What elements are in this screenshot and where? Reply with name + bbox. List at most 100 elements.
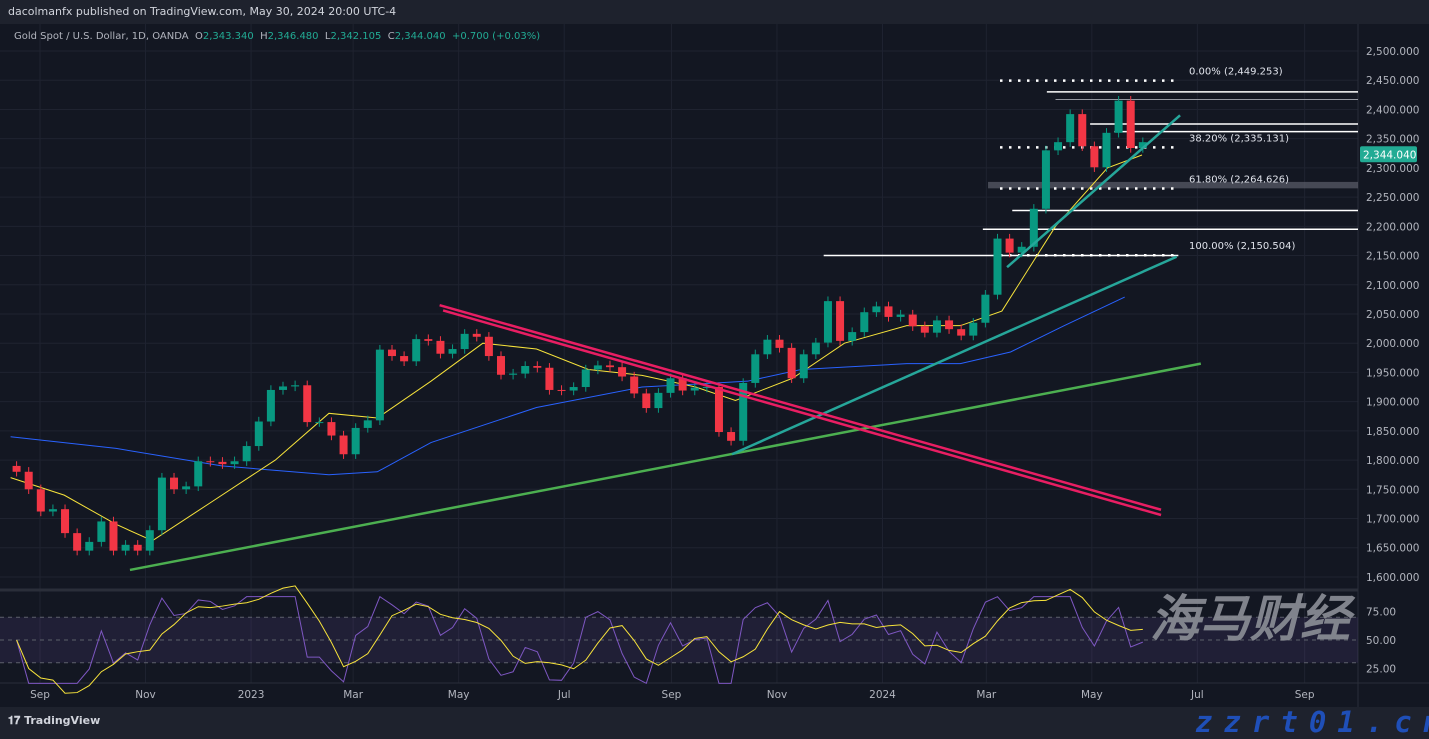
candle-body xyxy=(981,294,990,323)
candle-body xyxy=(787,347,796,379)
candle-body xyxy=(460,333,469,350)
fib-level-label: 0.00% (2,449.253) xyxy=(1189,67,1283,78)
time-tick-label: Mar xyxy=(976,689,996,701)
trendline xyxy=(1006,114,1181,269)
time-tick-label: Sep xyxy=(30,689,50,701)
price-tick-label: 2,300.000 xyxy=(1366,163,1419,175)
candle-body xyxy=(436,340,445,354)
price-tick-label: 2,400.000 xyxy=(1366,104,1419,116)
candle-body xyxy=(279,386,288,390)
candle-body xyxy=(291,385,300,387)
candle-body xyxy=(714,387,723,433)
candle-body xyxy=(85,541,94,551)
time-tick-label: May xyxy=(448,689,470,701)
candle-body xyxy=(605,365,614,368)
price-tick-label: 1,800.000 xyxy=(1366,455,1419,467)
price-tick-label: 2,250.000 xyxy=(1366,192,1419,204)
open-value: 2,343.340 xyxy=(202,31,254,42)
price-tick-label: 1,600.000 xyxy=(1366,572,1419,584)
close-label: C xyxy=(387,31,395,42)
price-tick-label: 2,150.000 xyxy=(1366,251,1419,263)
low-label: L xyxy=(324,31,331,42)
fib-level-label: 100.00% (2,150.504) xyxy=(1189,241,1295,252)
candle-body xyxy=(375,349,384,421)
publish-bar: dacolmanfx published on TradingView.com,… xyxy=(0,0,1429,24)
candle-body xyxy=(1126,100,1135,149)
candle-body xyxy=(12,465,21,472)
rsi-ma-line xyxy=(16,585,1143,694)
candle-body xyxy=(182,486,191,490)
trendline xyxy=(731,255,1178,456)
candle-body xyxy=(254,421,263,447)
price-tick-label: 2,500.000 xyxy=(1366,46,1419,58)
price-tick-label: 1,650.000 xyxy=(1366,543,1419,555)
candle-body xyxy=(509,373,518,375)
support-zone xyxy=(988,181,1358,189)
candle-body xyxy=(630,376,639,394)
candle-body xyxy=(424,339,433,341)
price-tick-label: 2,200.000 xyxy=(1366,221,1419,233)
candle-body xyxy=(860,312,869,333)
high-label: H xyxy=(260,31,268,42)
candle-body xyxy=(157,477,166,531)
price-tick-label: 1,900.000 xyxy=(1366,397,1419,409)
candle-body xyxy=(896,314,905,317)
price-tick-label: 1,950.000 xyxy=(1366,367,1419,379)
candle-body xyxy=(957,329,966,336)
high-value: 2,346.480 xyxy=(267,31,319,42)
candle-body xyxy=(97,521,106,542)
publish-info: dacolmanfx published on TradingView.com,… xyxy=(8,5,397,18)
candle-body xyxy=(811,342,820,355)
candle-body xyxy=(73,533,82,551)
time-tick-label: Sep xyxy=(662,689,682,701)
close-value: 2,344.040 xyxy=(394,31,446,42)
candle-body xyxy=(799,354,808,379)
candle-body xyxy=(666,378,675,393)
candle-body xyxy=(24,471,33,490)
candle-body xyxy=(218,461,227,465)
time-tick-label: Jul xyxy=(557,689,571,701)
time-tick-label: 2023 xyxy=(238,689,265,701)
candle-body xyxy=(969,322,978,336)
symbol-name: Gold Spot / U.S. Dollar, 1D, OANDA xyxy=(14,31,189,42)
candle-body xyxy=(702,387,711,389)
candle-body xyxy=(775,339,784,348)
candle-body xyxy=(36,489,45,512)
candle-body xyxy=(1078,114,1087,147)
candle-body xyxy=(145,530,154,551)
time-tick-label: Nov xyxy=(767,689,788,701)
candle-body xyxy=(993,238,1002,295)
tv-logo-icon: 𝟏𝟕 xyxy=(8,714,25,727)
candle-body xyxy=(836,301,845,341)
last-price-label: 2,344.040 xyxy=(1363,149,1416,161)
candle-body xyxy=(61,509,70,534)
price-tick-label: 2,350.000 xyxy=(1366,134,1419,146)
candle-body xyxy=(678,378,687,391)
symbol-legend: Gold Spot / U.S. Dollar, 1D, OANDA O2,34… xyxy=(14,31,540,42)
time-tick-label: Sep xyxy=(1295,689,1315,701)
open-label: O xyxy=(194,31,203,42)
candle-body xyxy=(206,461,215,463)
candle-body xyxy=(581,369,590,388)
watermark-cn: 海马财经 xyxy=(1150,590,1350,648)
candle-body xyxy=(448,349,457,354)
candle-body xyxy=(932,320,941,333)
time-tick-label: Jul xyxy=(1190,689,1204,701)
candle-body xyxy=(920,326,929,333)
price-tick-label: 2,000.000 xyxy=(1366,338,1419,350)
candle-body xyxy=(48,509,57,512)
price-tick-label: 2,050.000 xyxy=(1366,309,1419,321)
candle-body xyxy=(569,387,578,391)
tradingview-logo[interactable]: 𝟏𝟕 TradingView xyxy=(8,714,100,728)
candle-body xyxy=(545,367,554,390)
candle-body xyxy=(230,461,239,465)
candle-body xyxy=(618,367,627,377)
candle-body xyxy=(727,432,736,441)
candle-body xyxy=(751,354,760,383)
change-value: +0.700 (+0.03%) xyxy=(452,31,541,42)
candle-body xyxy=(908,314,917,327)
candle-body xyxy=(412,339,421,362)
watermark-url: zzrt01.cn xyxy=(1195,705,1429,739)
candle-body xyxy=(1114,100,1123,133)
